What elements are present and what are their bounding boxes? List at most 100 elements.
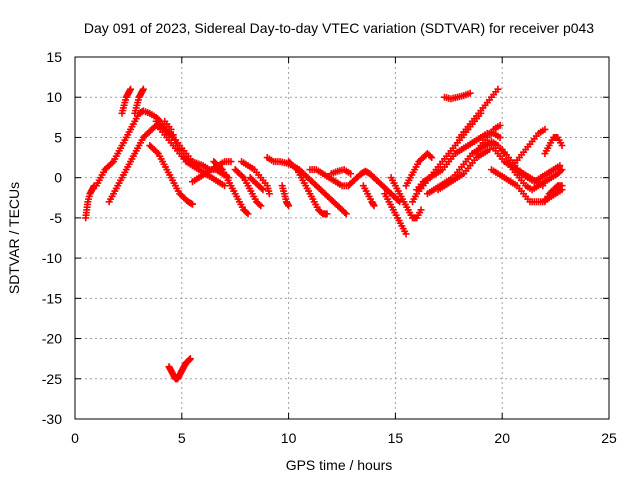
data-point [485, 146, 493, 154]
data-point [426, 152, 434, 160]
data-point [221, 182, 229, 190]
data-point [255, 200, 263, 208]
data-point [238, 172, 246, 180]
data-point [168, 132, 176, 140]
data-point [244, 210, 252, 218]
data-point [167, 125, 175, 133]
y-tick-label: 5 [54, 129, 62, 145]
data-point [292, 164, 300, 172]
data-point [341, 209, 349, 217]
data-point [417, 206, 425, 214]
series-arc-29 [434, 146, 493, 194]
series-arc-15 [278, 182, 293, 210]
y-tick-label: -20 [42, 331, 62, 347]
data-point [558, 182, 566, 190]
series-arc-19 [327, 166, 355, 178]
x-tick-label: 25 [601, 430, 617, 446]
data-point [127, 85, 135, 93]
y-tick-label: 10 [46, 89, 62, 105]
data-point [370, 202, 378, 210]
plot-frame [74, 56, 610, 420]
y-tick-label: 15 [46, 49, 62, 65]
grid-lines [75, 57, 609, 419]
data-point [402, 230, 410, 238]
series-arc-24 [381, 190, 410, 238]
series-arc-01 [82, 182, 98, 222]
data-point [557, 167, 565, 175]
series-arc-31 [441, 89, 474, 103]
data-point [496, 121, 504, 129]
data-point [496, 133, 504, 141]
data-point [258, 184, 266, 192]
data-series [82, 85, 566, 383]
series-arc-30 [455, 85, 502, 141]
data-point [259, 186, 267, 194]
data-point [558, 141, 566, 149]
y-tick-label: 0 [54, 170, 62, 186]
data-point [217, 164, 225, 172]
x-tick-label: 5 [178, 430, 186, 446]
x-tick-label: 15 [388, 430, 404, 446]
series-arc-22 [370, 174, 404, 206]
data-point [394, 196, 402, 204]
series-arc-05 [105, 121, 182, 206]
series-arc-40 [165, 355, 194, 383]
data-point [257, 202, 265, 210]
series-arc-16 [285, 158, 331, 218]
series-arc-04 [131, 85, 147, 117]
y-tick-label: -15 [42, 290, 62, 306]
data-point [466, 89, 474, 97]
data-point [176, 146, 184, 154]
series-arc-12 [238, 158, 273, 198]
series-arc-10 [210, 158, 252, 218]
x-tick-labels: 0 5 10 15 20 25 [71, 430, 617, 446]
y-tick-label: -30 [42, 411, 62, 427]
data-point [347, 170, 355, 178]
data-point [494, 85, 502, 93]
y-tick-label: -25 [42, 371, 62, 387]
y-tick-labels: 15 10 5 0 -5 -10 -15 -20 -25 -30 [42, 49, 62, 427]
data-point [139, 85, 147, 93]
series-arc-39 [473, 121, 504, 158]
data-point [265, 190, 273, 198]
data-point [187, 199, 195, 207]
series-arc-38 [541, 182, 566, 206]
x-axis-label: GPS time / hours [286, 457, 393, 473]
x-tick-label: 10 [281, 430, 297, 446]
series-arc-06 [146, 141, 196, 208]
series-arc-20 [344, 167, 378, 190]
series-arc-17 [295, 166, 350, 218]
y-axis-label: SDTVAR / TECUs [6, 182, 22, 294]
series-arc-21 [359, 182, 378, 210]
series-arc-37 [541, 133, 566, 158]
series-arc-35 [502, 158, 566, 194]
data-point [342, 210, 350, 218]
chart-title: Day 091 of 2023, Sidereal Day-to-day VTE… [84, 20, 594, 36]
y-tick-label: -10 [42, 250, 62, 266]
data-point [171, 136, 179, 144]
data-point [558, 166, 566, 174]
data-point [174, 141, 182, 149]
series-arc-11 [231, 166, 265, 210]
axis-ticks [74, 56, 610, 420]
data-point [186, 355, 194, 363]
series-arc-02 [92, 107, 203, 190]
data-point [153, 148, 161, 156]
series-arc-13 [246, 174, 267, 194]
data-point [323, 210, 331, 218]
y-tick-label: -5 [50, 210, 63, 226]
data-point [169, 131, 177, 139]
series-arc-36 [509, 125, 549, 170]
series-arc-03 [118, 85, 135, 117]
data-point [108, 159, 116, 167]
x-tick-label: 0 [71, 430, 79, 446]
data-point [188, 200, 196, 208]
data-point [541, 125, 549, 133]
data-point [428, 154, 436, 162]
data-point [178, 150, 186, 158]
data-point [285, 202, 293, 210]
data-point [243, 209, 251, 217]
series-arc-25 [402, 150, 436, 190]
x-tick-label: 20 [494, 430, 510, 446]
